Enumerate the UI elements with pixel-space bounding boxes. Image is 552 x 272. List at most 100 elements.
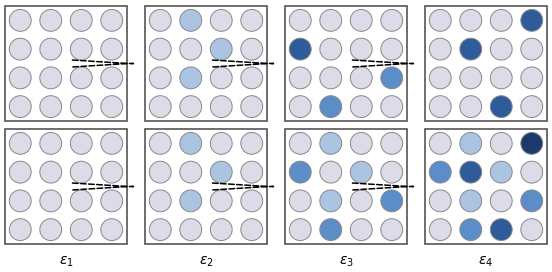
Ellipse shape — [320, 67, 342, 89]
Ellipse shape — [490, 219, 512, 240]
Ellipse shape — [241, 67, 263, 89]
Ellipse shape — [460, 67, 482, 89]
Bar — [425, 6, 547, 121]
Ellipse shape — [210, 132, 232, 154]
Ellipse shape — [351, 96, 372, 118]
Ellipse shape — [351, 161, 372, 183]
Ellipse shape — [429, 10, 451, 31]
Ellipse shape — [460, 190, 482, 212]
Text: $\epsilon_1$: $\epsilon_1$ — [59, 255, 73, 269]
Ellipse shape — [460, 10, 482, 31]
Ellipse shape — [521, 219, 543, 240]
Bar — [145, 129, 267, 244]
Ellipse shape — [70, 219, 92, 240]
Ellipse shape — [70, 96, 92, 118]
Ellipse shape — [351, 38, 372, 60]
Ellipse shape — [210, 10, 232, 31]
Ellipse shape — [101, 161, 123, 183]
Ellipse shape — [150, 96, 171, 118]
Ellipse shape — [180, 219, 201, 240]
Ellipse shape — [289, 219, 311, 240]
Ellipse shape — [289, 38, 311, 60]
Ellipse shape — [490, 161, 512, 183]
Ellipse shape — [101, 67, 123, 89]
Ellipse shape — [40, 38, 62, 60]
Ellipse shape — [429, 190, 451, 212]
Ellipse shape — [381, 161, 402, 183]
Text: $\epsilon_3$: $\epsilon_3$ — [338, 255, 353, 269]
Ellipse shape — [9, 219, 31, 240]
Ellipse shape — [320, 219, 342, 240]
Ellipse shape — [180, 96, 201, 118]
Ellipse shape — [9, 132, 31, 154]
Ellipse shape — [101, 219, 123, 240]
Ellipse shape — [521, 38, 543, 60]
Ellipse shape — [381, 132, 402, 154]
Bar — [425, 129, 547, 244]
Ellipse shape — [490, 96, 512, 118]
Bar — [5, 6, 127, 121]
Ellipse shape — [241, 38, 263, 60]
Bar — [285, 129, 407, 244]
Ellipse shape — [70, 190, 92, 212]
Ellipse shape — [9, 38, 31, 60]
Ellipse shape — [289, 10, 311, 31]
Ellipse shape — [429, 161, 451, 183]
Ellipse shape — [150, 190, 171, 212]
Ellipse shape — [9, 161, 31, 183]
Ellipse shape — [101, 96, 123, 118]
Ellipse shape — [351, 132, 372, 154]
Ellipse shape — [180, 132, 201, 154]
Ellipse shape — [289, 96, 311, 118]
Ellipse shape — [289, 190, 311, 212]
Ellipse shape — [70, 132, 92, 154]
Ellipse shape — [241, 190, 263, 212]
Ellipse shape — [210, 38, 232, 60]
Ellipse shape — [521, 161, 543, 183]
Ellipse shape — [289, 161, 311, 183]
Ellipse shape — [210, 219, 232, 240]
Ellipse shape — [40, 10, 62, 31]
Ellipse shape — [320, 38, 342, 60]
Ellipse shape — [521, 96, 543, 118]
Ellipse shape — [70, 161, 92, 183]
Ellipse shape — [40, 96, 62, 118]
Ellipse shape — [521, 190, 543, 212]
Text: $\epsilon_2$: $\epsilon_2$ — [199, 255, 214, 269]
Ellipse shape — [320, 132, 342, 154]
Ellipse shape — [429, 132, 451, 154]
Bar — [5, 129, 127, 244]
Ellipse shape — [490, 132, 512, 154]
Ellipse shape — [241, 132, 263, 154]
Ellipse shape — [180, 161, 201, 183]
Ellipse shape — [210, 190, 232, 212]
Ellipse shape — [70, 10, 92, 31]
Ellipse shape — [460, 38, 482, 60]
Ellipse shape — [210, 161, 232, 183]
Ellipse shape — [490, 190, 512, 212]
Ellipse shape — [210, 96, 232, 118]
Ellipse shape — [381, 219, 402, 240]
Ellipse shape — [241, 161, 263, 183]
Ellipse shape — [490, 67, 512, 89]
Ellipse shape — [40, 219, 62, 240]
Ellipse shape — [521, 67, 543, 89]
Ellipse shape — [210, 67, 232, 89]
Ellipse shape — [180, 38, 201, 60]
Ellipse shape — [429, 67, 451, 89]
Ellipse shape — [101, 132, 123, 154]
Ellipse shape — [150, 161, 171, 183]
Bar — [145, 6, 267, 121]
Ellipse shape — [289, 67, 311, 89]
Ellipse shape — [381, 67, 402, 89]
Ellipse shape — [150, 67, 171, 89]
Ellipse shape — [351, 219, 372, 240]
Ellipse shape — [101, 10, 123, 31]
Ellipse shape — [150, 38, 171, 60]
Ellipse shape — [40, 190, 62, 212]
Ellipse shape — [460, 96, 482, 118]
Ellipse shape — [490, 38, 512, 60]
Ellipse shape — [289, 132, 311, 154]
Ellipse shape — [351, 10, 372, 31]
Ellipse shape — [9, 67, 31, 89]
